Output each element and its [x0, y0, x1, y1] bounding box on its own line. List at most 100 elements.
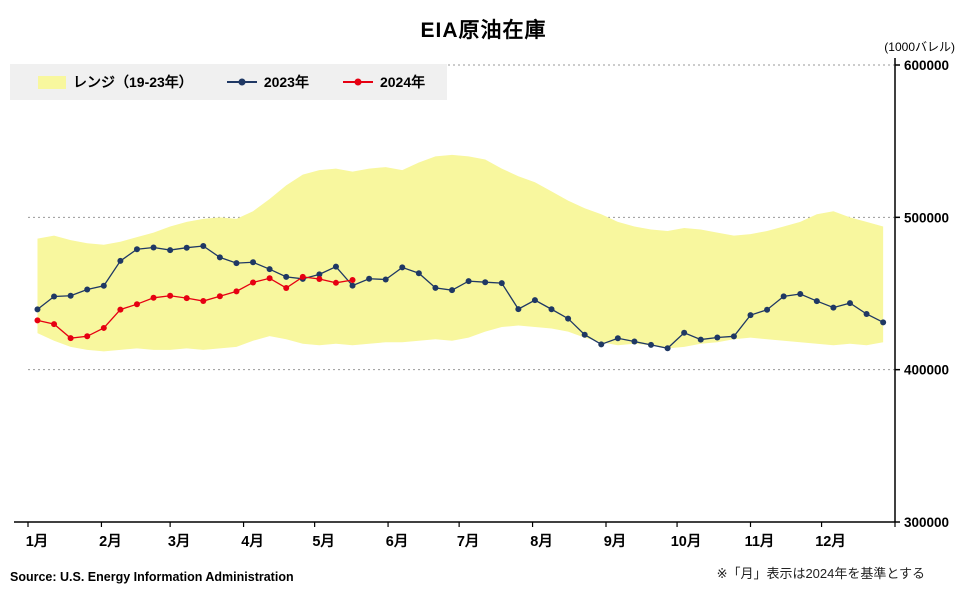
legend-item-range: レンジ（19-23年） — [38, 72, 193, 92]
y-tick-label: 400000 — [904, 363, 949, 378]
series-line-0 — [37, 245, 884, 349]
data-point — [250, 259, 257, 266]
data-point — [266, 275, 273, 282]
chart-legend: レンジ（19-23年） 2023年 2024年 — [10, 64, 448, 100]
data-point — [498, 280, 505, 287]
data-point — [614, 335, 621, 342]
marker-dot-icon — [238, 78, 246, 86]
data-point — [432, 284, 439, 291]
legend-item-2024: 2024年 — [342, 72, 426, 92]
data-point — [548, 306, 555, 313]
data-point — [233, 260, 240, 267]
legend-label-range: レンジ（19-23年） — [73, 74, 193, 90]
data-point — [117, 257, 124, 264]
data-point — [399, 264, 406, 271]
data-point — [863, 310, 870, 317]
data-point — [664, 345, 671, 352]
data-point — [34, 317, 41, 324]
data-point — [133, 246, 140, 253]
data-point — [216, 293, 223, 300]
data-point — [67, 335, 74, 342]
data-point — [34, 306, 41, 313]
data-point — [730, 333, 737, 340]
data-point — [283, 284, 290, 291]
data-point — [117, 306, 124, 313]
data-point — [67, 292, 74, 299]
data-point — [366, 275, 373, 282]
data-point — [482, 279, 489, 286]
data-point — [316, 275, 323, 282]
data-point — [183, 295, 190, 302]
data-point — [349, 282, 356, 289]
data-point — [714, 334, 721, 341]
x-month-label: 2月 — [99, 533, 122, 550]
data-point — [84, 333, 91, 340]
data-point — [299, 273, 306, 280]
y-axis-unit-label: (1000バレル) — [884, 40, 955, 54]
legend-label-2024: 2024年 — [379, 74, 426, 90]
x-month-label: 5月 — [312, 533, 335, 550]
y-tick-label: 500000 — [904, 210, 949, 225]
data-point — [233, 288, 240, 295]
x-month-label: 6月 — [386, 533, 409, 550]
data-point — [465, 278, 472, 285]
data-point — [797, 291, 804, 298]
series-line-1 — [37, 276, 353, 339]
data-point — [332, 279, 339, 286]
data-point — [565, 315, 572, 322]
data-point — [216, 254, 223, 261]
legend-item-2023: 2023年 — [226, 72, 309, 92]
data-point — [880, 319, 887, 326]
note-text: ※「月」表示は2024年を基準とする — [716, 566, 925, 581]
source-text: Source: U.S. Energy Information Administ… — [10, 570, 294, 584]
data-point — [349, 277, 356, 284]
data-point — [51, 321, 58, 328]
data-point — [515, 306, 522, 313]
data-point — [266, 266, 273, 273]
x-month-label: 3月 — [168, 533, 191, 550]
data-point — [382, 276, 389, 283]
data-point — [415, 270, 422, 277]
data-point — [697, 336, 704, 343]
x-month-label: 12月 — [815, 533, 846, 550]
data-point — [150, 244, 157, 251]
data-point — [200, 298, 207, 305]
data-point — [200, 243, 207, 250]
x-month-label: 9月 — [604, 533, 627, 550]
data-point — [283, 273, 290, 280]
data-point — [133, 301, 140, 308]
x-month-label: 11月 — [745, 533, 775, 550]
y-tick-label: 600000 — [904, 58, 949, 73]
data-point — [648, 341, 655, 348]
data-point — [84, 286, 91, 293]
data-point — [167, 247, 174, 254]
data-point — [183, 244, 190, 251]
data-point — [830, 304, 837, 311]
data-point — [51, 293, 58, 300]
data-point — [167, 292, 174, 299]
x-month-label: 1月 — [26, 533, 49, 550]
data-point — [150, 294, 157, 301]
data-point — [531, 297, 538, 304]
x-month-label: 7月 — [457, 533, 480, 550]
data-point — [764, 306, 771, 313]
page-title: EIA原油在庫 — [420, 19, 547, 42]
data-point — [813, 298, 820, 305]
data-point — [250, 279, 257, 286]
data-point — [631, 338, 638, 345]
x-month-label: 4月 — [241, 533, 264, 550]
marker-dot-icon — [354, 78, 362, 86]
x-month-label: 8月 — [530, 533, 553, 550]
x-month-label: 10月 — [671, 533, 702, 550]
y-tick-label: 300000 — [904, 515, 949, 530]
data-point — [780, 293, 787, 300]
data-point — [681, 329, 688, 336]
line-2023-swatch — [226, 78, 257, 86]
data-point — [449, 287, 456, 294]
data-point — [332, 263, 339, 270]
legend-label-2023: 2023年 — [263, 74, 309, 90]
data-point — [100, 282, 107, 289]
line-2024-swatch — [342, 78, 373, 86]
